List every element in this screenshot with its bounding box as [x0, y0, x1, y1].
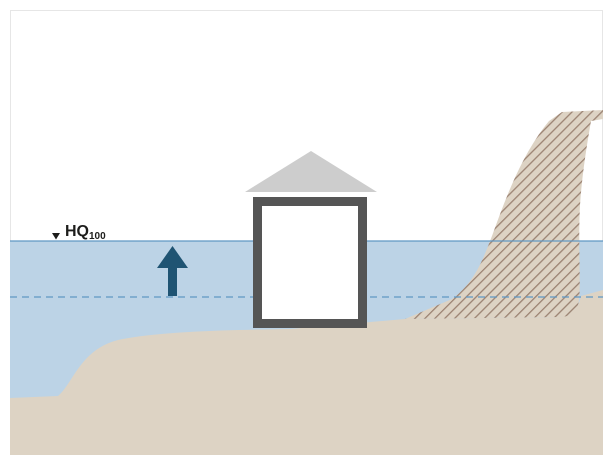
house-roof	[245, 151, 377, 192]
water-level-label: HQ100	[65, 223, 106, 242]
ground-terrain	[10, 290, 603, 455]
arrow-up-icon	[157, 246, 188, 296]
triangle-down-icon	[52, 233, 60, 240]
house-wall	[253, 197, 367, 328]
water-level-label-subscript: 100	[89, 231, 106, 242]
water-level-label-main: HQ	[65, 223, 89, 240]
house	[245, 151, 377, 328]
hatched-slope	[405, 110, 603, 319]
